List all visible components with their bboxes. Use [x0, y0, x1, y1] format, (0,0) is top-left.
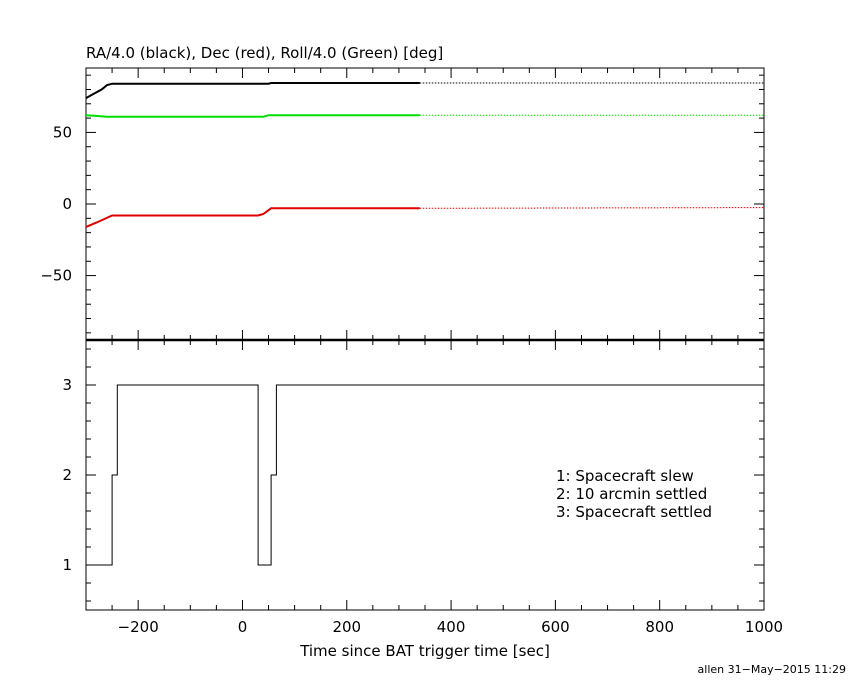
series-line — [85, 114, 420, 118]
footer-credit: allen 31−May−2015 11:29 — [698, 663, 846, 676]
y-tick-label: 2 — [62, 466, 72, 484]
legend-note-2: 2: 10 arcmin settled — [556, 485, 707, 503]
x-tick-label: 0 — [238, 618, 248, 636]
y-tick-label: −50 — [40, 267, 72, 285]
series-line-dotted — [419, 207, 765, 209]
x-tick-label: 200 — [332, 618, 361, 636]
series-line — [85, 207, 420, 228]
legend-note-3: 3: Spacecraft settled — [556, 503, 712, 521]
x-tick-label: 1000 — [745, 618, 783, 636]
y-tick-label: 0 — [62, 195, 72, 213]
y-tick-label: 1 — [62, 556, 72, 574]
x-tick-label: 800 — [645, 618, 674, 636]
x-tick-label: 400 — [437, 618, 466, 636]
attitude-panel: RA/4.0 (black), Dec (red), Roll/4.0 (Gre… — [40, 44, 765, 341]
x-axis-title: Time since BAT trigger time [sec] — [299, 642, 550, 660]
attitude-title: RA/4.0 (black), Dec (red), Roll/4.0 (Gre… — [86, 44, 443, 62]
status-panel: 1 2 3 −200 0 200 400 600 800 1000 1: Spacecraft s… — [62, 339, 783, 660]
attitude-frame — [85, 67, 765, 341]
y-tick-label: 50 — [53, 123, 72, 141]
y-tick-label: 3 — [62, 376, 72, 394]
legend-note-1: 1: Spacecraft slew — [556, 467, 694, 485]
series-line — [85, 82, 420, 99]
status-step-line — [86, 384, 764, 566]
x-tick-label: −200 — [118, 618, 159, 636]
x-tick-label: 600 — [541, 618, 570, 636]
